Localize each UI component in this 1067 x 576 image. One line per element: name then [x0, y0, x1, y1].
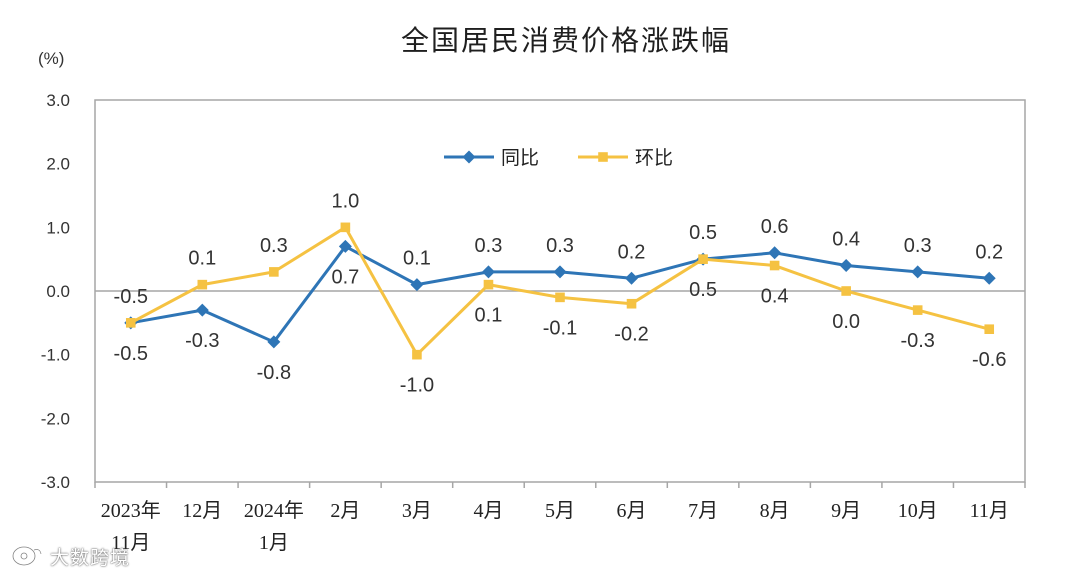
y-tick-label: 3.0	[46, 91, 70, 110]
chart-title: 全国居民消费价格涨跌幅	[400, 25, 732, 56]
data-label-mom: -0.1	[543, 317, 577, 339]
data-label-yoy: 0.4	[832, 229, 860, 251]
data-label-yoy: 0.5	[689, 222, 717, 244]
y-tick-label: 0.0	[46, 282, 70, 301]
data-label-yoy: 0.7	[331, 266, 359, 288]
data-point-yoy	[338, 239, 352, 253]
data-point-mom	[626, 298, 637, 309]
data-point-mom	[698, 254, 708, 264]
data-point-mom	[841, 286, 851, 296]
data-point-mom	[483, 279, 494, 290]
y-tick-label: 1.0	[46, 218, 70, 237]
data-label-yoy: 0.3	[904, 235, 932, 257]
data-point-mom	[125, 318, 136, 328]
data-point-yoy	[625, 271, 639, 285]
legend-item-yoy: 同比	[444, 147, 539, 169]
data-point-mom	[984, 324, 995, 334]
watermark-logo-icon	[11, 545, 42, 567]
data-point-yoy	[553, 265, 567, 279]
data-label-yoy: -0.5	[114, 286, 148, 308]
data-point-yoy	[911, 265, 925, 279]
legend: 同比 环比	[444, 147, 673, 169]
data-point-yoy	[267, 335, 281, 349]
data-point-mom	[912, 305, 923, 315]
data-point-mom	[769, 260, 780, 271]
y-tick-label: -2.0	[41, 409, 70, 428]
data-label-mom: 1.0	[331, 190, 359, 212]
data-label-yoy: 0.3	[475, 235, 503, 257]
legend-item-mom: 环比	[578, 147, 673, 169]
data-label-yoy: 0.2	[618, 241, 646, 263]
data-label-mom: 0.0	[832, 311, 860, 333]
data-point-mom	[269, 267, 279, 277]
data-label-mom: -0.6	[972, 349, 1006, 371]
data-label-mom: -0.2	[614, 324, 648, 346]
data-label-mom: 0.1	[475, 305, 503, 327]
y-tick-label: -3.0	[41, 473, 70, 492]
data-point-yoy	[481, 265, 495, 279]
data-label-mom: -0.3	[900, 330, 934, 352]
data-label-mom: 0.3	[260, 235, 288, 257]
data-point-yoy	[839, 259, 853, 273]
legend-swatch-marker	[462, 150, 476, 164]
legend-label-mom: 环比	[635, 147, 673, 169]
y-tick-label: 2.0	[46, 155, 70, 174]
data-point-yoy	[768, 246, 782, 260]
data-label-yoy: -0.3	[185, 330, 219, 352]
series-mom	[125, 222, 995, 360]
data-point-yoy	[195, 303, 209, 317]
data-label-mom: 0.4	[761, 286, 789, 308]
data-point-mom	[555, 292, 565, 303]
legend-swatch-marker	[598, 152, 608, 162]
data-point-yoy	[410, 278, 424, 292]
data-label-mom: 0.1	[188, 248, 216, 270]
data-label-mom: -0.5	[114, 343, 148, 365]
data-label-mom: -1.0	[400, 375, 434, 397]
data-point-mom	[412, 349, 422, 360]
data-point-yoy	[982, 271, 996, 285]
y-tick-label: -1.0	[41, 346, 70, 365]
watermark: 大数跨境	[10, 543, 130, 569]
data-label-yoy: 0.1	[403, 248, 431, 270]
data-label-yoy: 0.6	[761, 216, 789, 238]
data-point-mom	[197, 279, 208, 290]
y-axis-unit-label: (%)	[38, 49, 65, 68]
data-label-yoy: -0.8	[257, 362, 291, 384]
data-label-yoy: 0.2	[975, 241, 1003, 263]
watermark-text: 大数跨境	[50, 547, 131, 569]
data-point-mom	[340, 222, 351, 233]
data-label-yoy: 0.3	[546, 235, 574, 257]
legend-label-yoy: 同比	[501, 147, 539, 169]
data-label-mom: 0.5	[689, 279, 717, 301]
